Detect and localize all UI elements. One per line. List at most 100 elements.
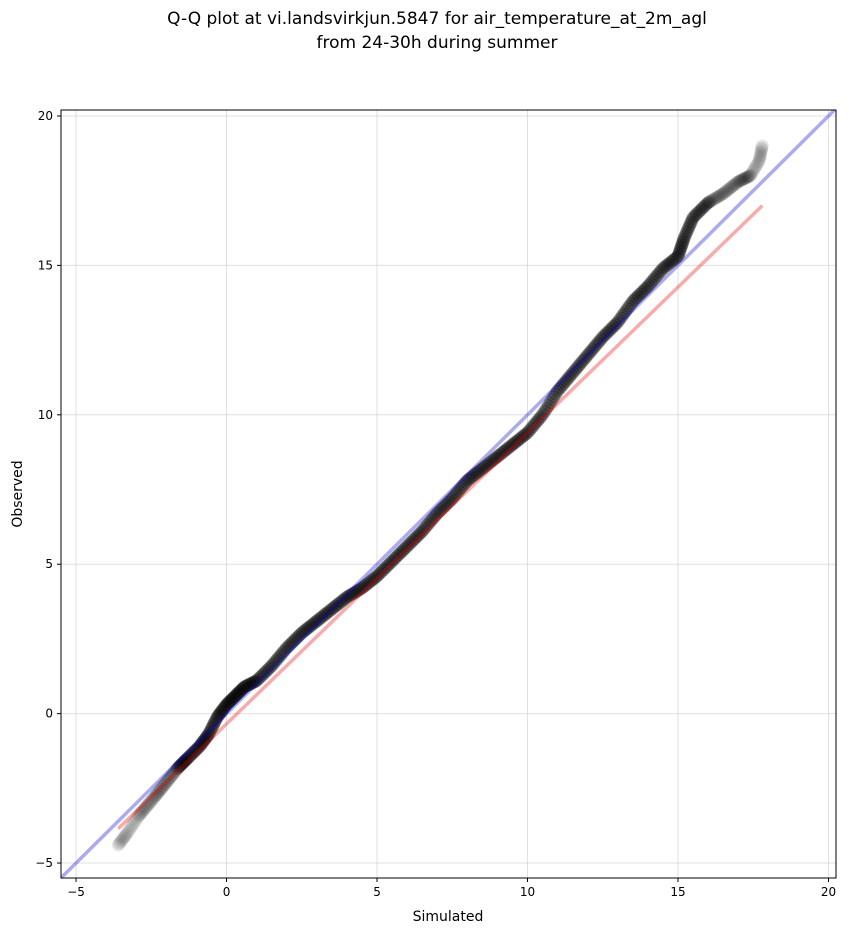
qq-point — [541, 398, 555, 412]
qq-point — [374, 565, 388, 579]
y-tick-label-0: −5 — [35, 856, 53, 870]
qq-point — [628, 292, 642, 306]
qq-point — [260, 664, 274, 678]
qq-point — [505, 438, 519, 452]
qq-point — [126, 817, 140, 831]
qq-point — [738, 171, 752, 185]
qq-point — [434, 503, 448, 517]
qq-point — [755, 141, 769, 155]
qq-point — [270, 652, 284, 666]
qq-point — [682, 220, 696, 234]
qq-point — [608, 318, 622, 332]
qq-point — [316, 609, 330, 623]
qq-point — [754, 148, 768, 162]
qq-point — [708, 192, 722, 206]
qq-point — [701, 196, 715, 210]
qq-point — [566, 365, 580, 379]
qq-point — [538, 404, 552, 418]
qq-point — [494, 447, 508, 461]
qq-point — [199, 731, 213, 745]
qq-point — [242, 677, 256, 691]
x-tick-label-4: 15 — [670, 885, 685, 899]
qq-point — [596, 330, 610, 344]
qq-point — [607, 319, 621, 333]
qq-point — [125, 819, 139, 833]
qq-point — [119, 828, 133, 842]
identity-line — [61, 110, 836, 878]
qq-point — [198, 732, 212, 746]
qq-point — [128, 815, 142, 829]
qq-point — [673, 244, 687, 258]
qq-point — [438, 499, 452, 513]
qq-point — [496, 445, 510, 459]
qq-point — [672, 246, 686, 260]
qq-point — [281, 640, 295, 654]
qq-point — [376, 563, 390, 577]
qq-point — [314, 610, 328, 624]
qq-point — [122, 823, 136, 837]
qq-point — [202, 726, 216, 740]
qq-point — [286, 634, 300, 648]
qq-point — [323, 603, 337, 617]
qq-point — [180, 752, 194, 766]
qq-point — [718, 185, 732, 199]
qq-point — [497, 444, 511, 458]
qq-point — [464, 471, 478, 485]
qq-point — [357, 580, 371, 594]
qq-point — [736, 172, 750, 186]
qq-point — [431, 506, 445, 520]
qq-point — [652, 266, 666, 280]
qq-point — [687, 210, 701, 224]
qq-point — [649, 270, 663, 284]
qq-point — [204, 722, 218, 736]
qq-point — [307, 616, 321, 630]
qq-point — [290, 631, 304, 645]
qq-point — [222, 695, 236, 709]
qq-point — [191, 741, 205, 755]
qq-point — [527, 418, 541, 432]
qq-point — [694, 203, 708, 217]
qq-point — [367, 571, 381, 585]
qq-point — [344, 587, 358, 601]
qq-point — [238, 679, 252, 693]
x-tick-label-2: 5 — [373, 885, 381, 899]
qq-point — [167, 765, 181, 779]
qq-point — [671, 249, 685, 263]
qq-point — [612, 314, 626, 328]
qq-point — [668, 252, 682, 266]
x-tick-label-3: 10 — [520, 885, 535, 899]
qq-point — [153, 783, 167, 797]
qq-point — [306, 617, 320, 631]
qq-point — [461, 473, 475, 487]
qq-point — [213, 707, 227, 721]
qq-point — [550, 384, 564, 398]
qq-point — [295, 626, 309, 640]
qq-point — [195, 737, 209, 751]
qq-point — [174, 758, 188, 772]
qq-point — [485, 454, 499, 468]
qq-point — [577, 353, 591, 367]
qq-point — [642, 278, 656, 292]
qq-point — [404, 535, 418, 549]
qq-point — [556, 378, 570, 392]
qq-point — [258, 665, 272, 679]
qq-point — [173, 759, 187, 773]
qq-point — [735, 173, 749, 187]
qq-point — [432, 504, 446, 518]
qq-point — [146, 792, 160, 806]
qq-point — [136, 804, 150, 818]
qq-point — [325, 602, 339, 616]
qq-point — [580, 349, 594, 363]
qq-point — [445, 492, 459, 506]
qq-point — [603, 323, 617, 337]
qq-point — [713, 189, 727, 203]
qq-point — [224, 693, 238, 707]
qq-point — [571, 359, 585, 373]
qq-point — [381, 558, 395, 572]
qq-point — [468, 468, 482, 482]
qq-point — [473, 464, 487, 478]
qq-point — [395, 544, 409, 558]
qq-point — [724, 181, 738, 195]
qq-point — [469, 466, 483, 480]
qq-point — [522, 424, 536, 438]
